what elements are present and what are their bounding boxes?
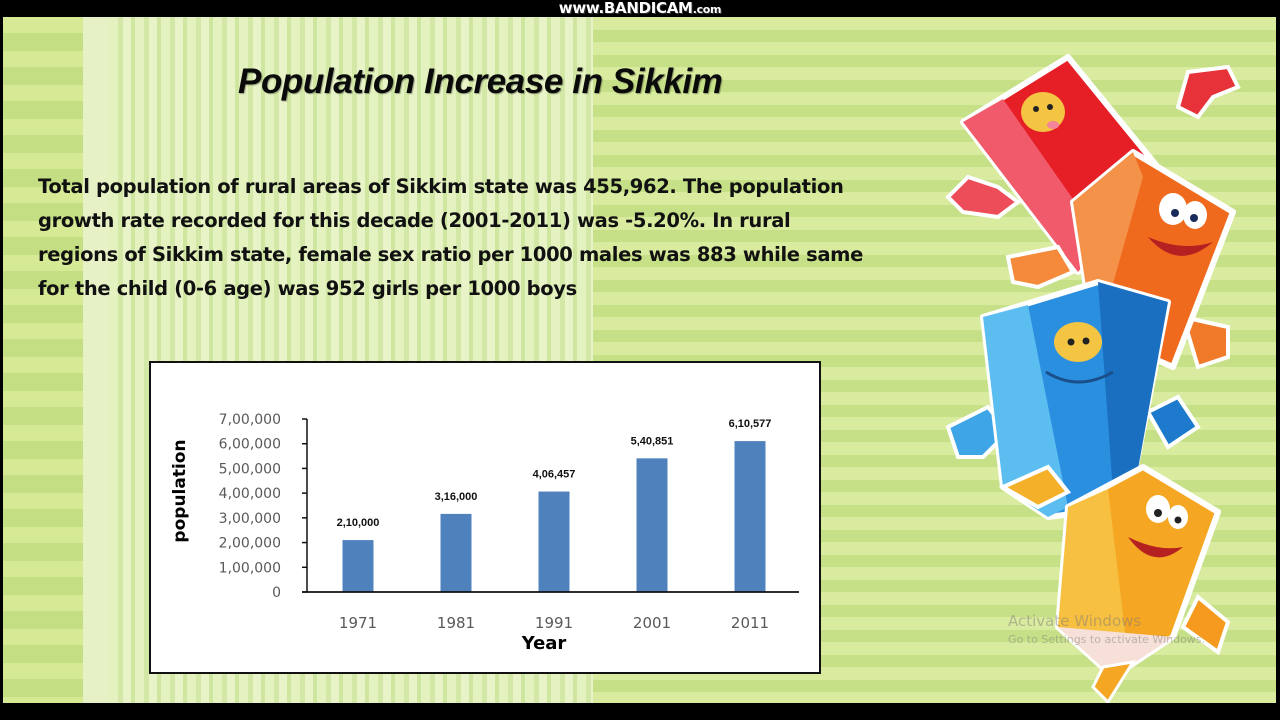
windows-activation-watermark: Activate Windows Go to Settings to activ… xyxy=(1008,612,1205,646)
y-tick-label: 7,00,000 xyxy=(219,412,281,428)
paragraph-line: growth rate recorded for this decade (20… xyxy=(38,209,791,232)
x-axis: 1971 1981 1991 2001 2011 xyxy=(302,591,799,632)
y-tick-label: 3,00,000 xyxy=(219,511,281,527)
bar-2001 xyxy=(636,458,668,592)
presentation-slide: Population Increase in Sikkim Total popu… xyxy=(3,17,1276,703)
y-tick-label: 1,00,000 xyxy=(219,560,281,576)
activate-title: Activate Windows xyxy=(1008,612,1142,630)
x-tick-label: 1981 xyxy=(437,614,475,632)
bar-1981 xyxy=(440,513,472,592)
chart-canvas: 0 1,00,000 2,00,000 3,00,000 4,00,000 5,00,00… xyxy=(170,412,799,654)
y-tick-label: 6,00,000 xyxy=(219,437,281,453)
bar-series: 2,10,000 3,16,000 4,06,457 5,40,851 6,10,577 xyxy=(337,418,772,592)
bar-1971 xyxy=(342,540,374,592)
y-axis-label: population xyxy=(170,439,190,542)
bar-data-label: 4,06,457 xyxy=(533,469,576,481)
bar-2011 xyxy=(734,441,766,592)
cartoon-crayons-illustration xyxy=(945,54,1241,703)
slide-paragraph: Total population of rural areas of Sikki… xyxy=(38,170,938,306)
x-tick-label: 1991 xyxy=(535,614,573,632)
paragraph-line: Total population of rural areas of Sikki… xyxy=(38,175,844,198)
x-tick-label: 1971 xyxy=(339,614,377,632)
y-tick-label: 0 xyxy=(272,585,281,601)
recorder-watermark: www.BANDICAM.com xyxy=(0,0,1280,17)
watermark-prefix: www. xyxy=(558,0,604,17)
x-tick-label: 2001 xyxy=(633,614,671,632)
y-tick-label: 2,00,000 xyxy=(219,536,281,552)
watermark-brand: BANDICAM xyxy=(603,0,693,17)
y-tick-label: 4,00,000 xyxy=(219,486,281,502)
paragraph-line: for the child (0-6 age) was 952 girls pe… xyxy=(38,277,577,300)
slide-title: Population Increase in Sikkim xyxy=(238,62,723,101)
bar-data-label: 6,10,577 xyxy=(729,418,772,430)
yellow-pencil-character-icon xyxy=(998,464,1231,703)
population-bar-chart: 0 1,00,000 2,00,000 3,00,000 4,00,000 5,00,00… xyxy=(149,361,821,674)
bar-data-label: 3,16,000 xyxy=(435,491,478,503)
bar-data-label: 5,40,851 xyxy=(631,435,674,447)
bar-data-label: 2,10,000 xyxy=(337,517,380,529)
x-tick-label: 2011 xyxy=(731,614,769,632)
background-left-strip xyxy=(3,17,83,703)
activate-subtitle: Go to Settings to activate Windows. xyxy=(1008,633,1206,646)
y-axis: 0 1,00,000 2,00,000 3,00,000 4,00,000 5,00,00… xyxy=(219,412,308,601)
watermark-suffix: .com xyxy=(692,3,722,16)
blue-crayon-character-icon xyxy=(945,279,1201,520)
paragraph-line: regions of Sikkim state, female sex rati… xyxy=(38,243,863,266)
bar-1991 xyxy=(538,491,570,592)
x-axis-label: Year xyxy=(521,633,567,654)
y-tick-label: 5,00,000 xyxy=(219,461,281,477)
